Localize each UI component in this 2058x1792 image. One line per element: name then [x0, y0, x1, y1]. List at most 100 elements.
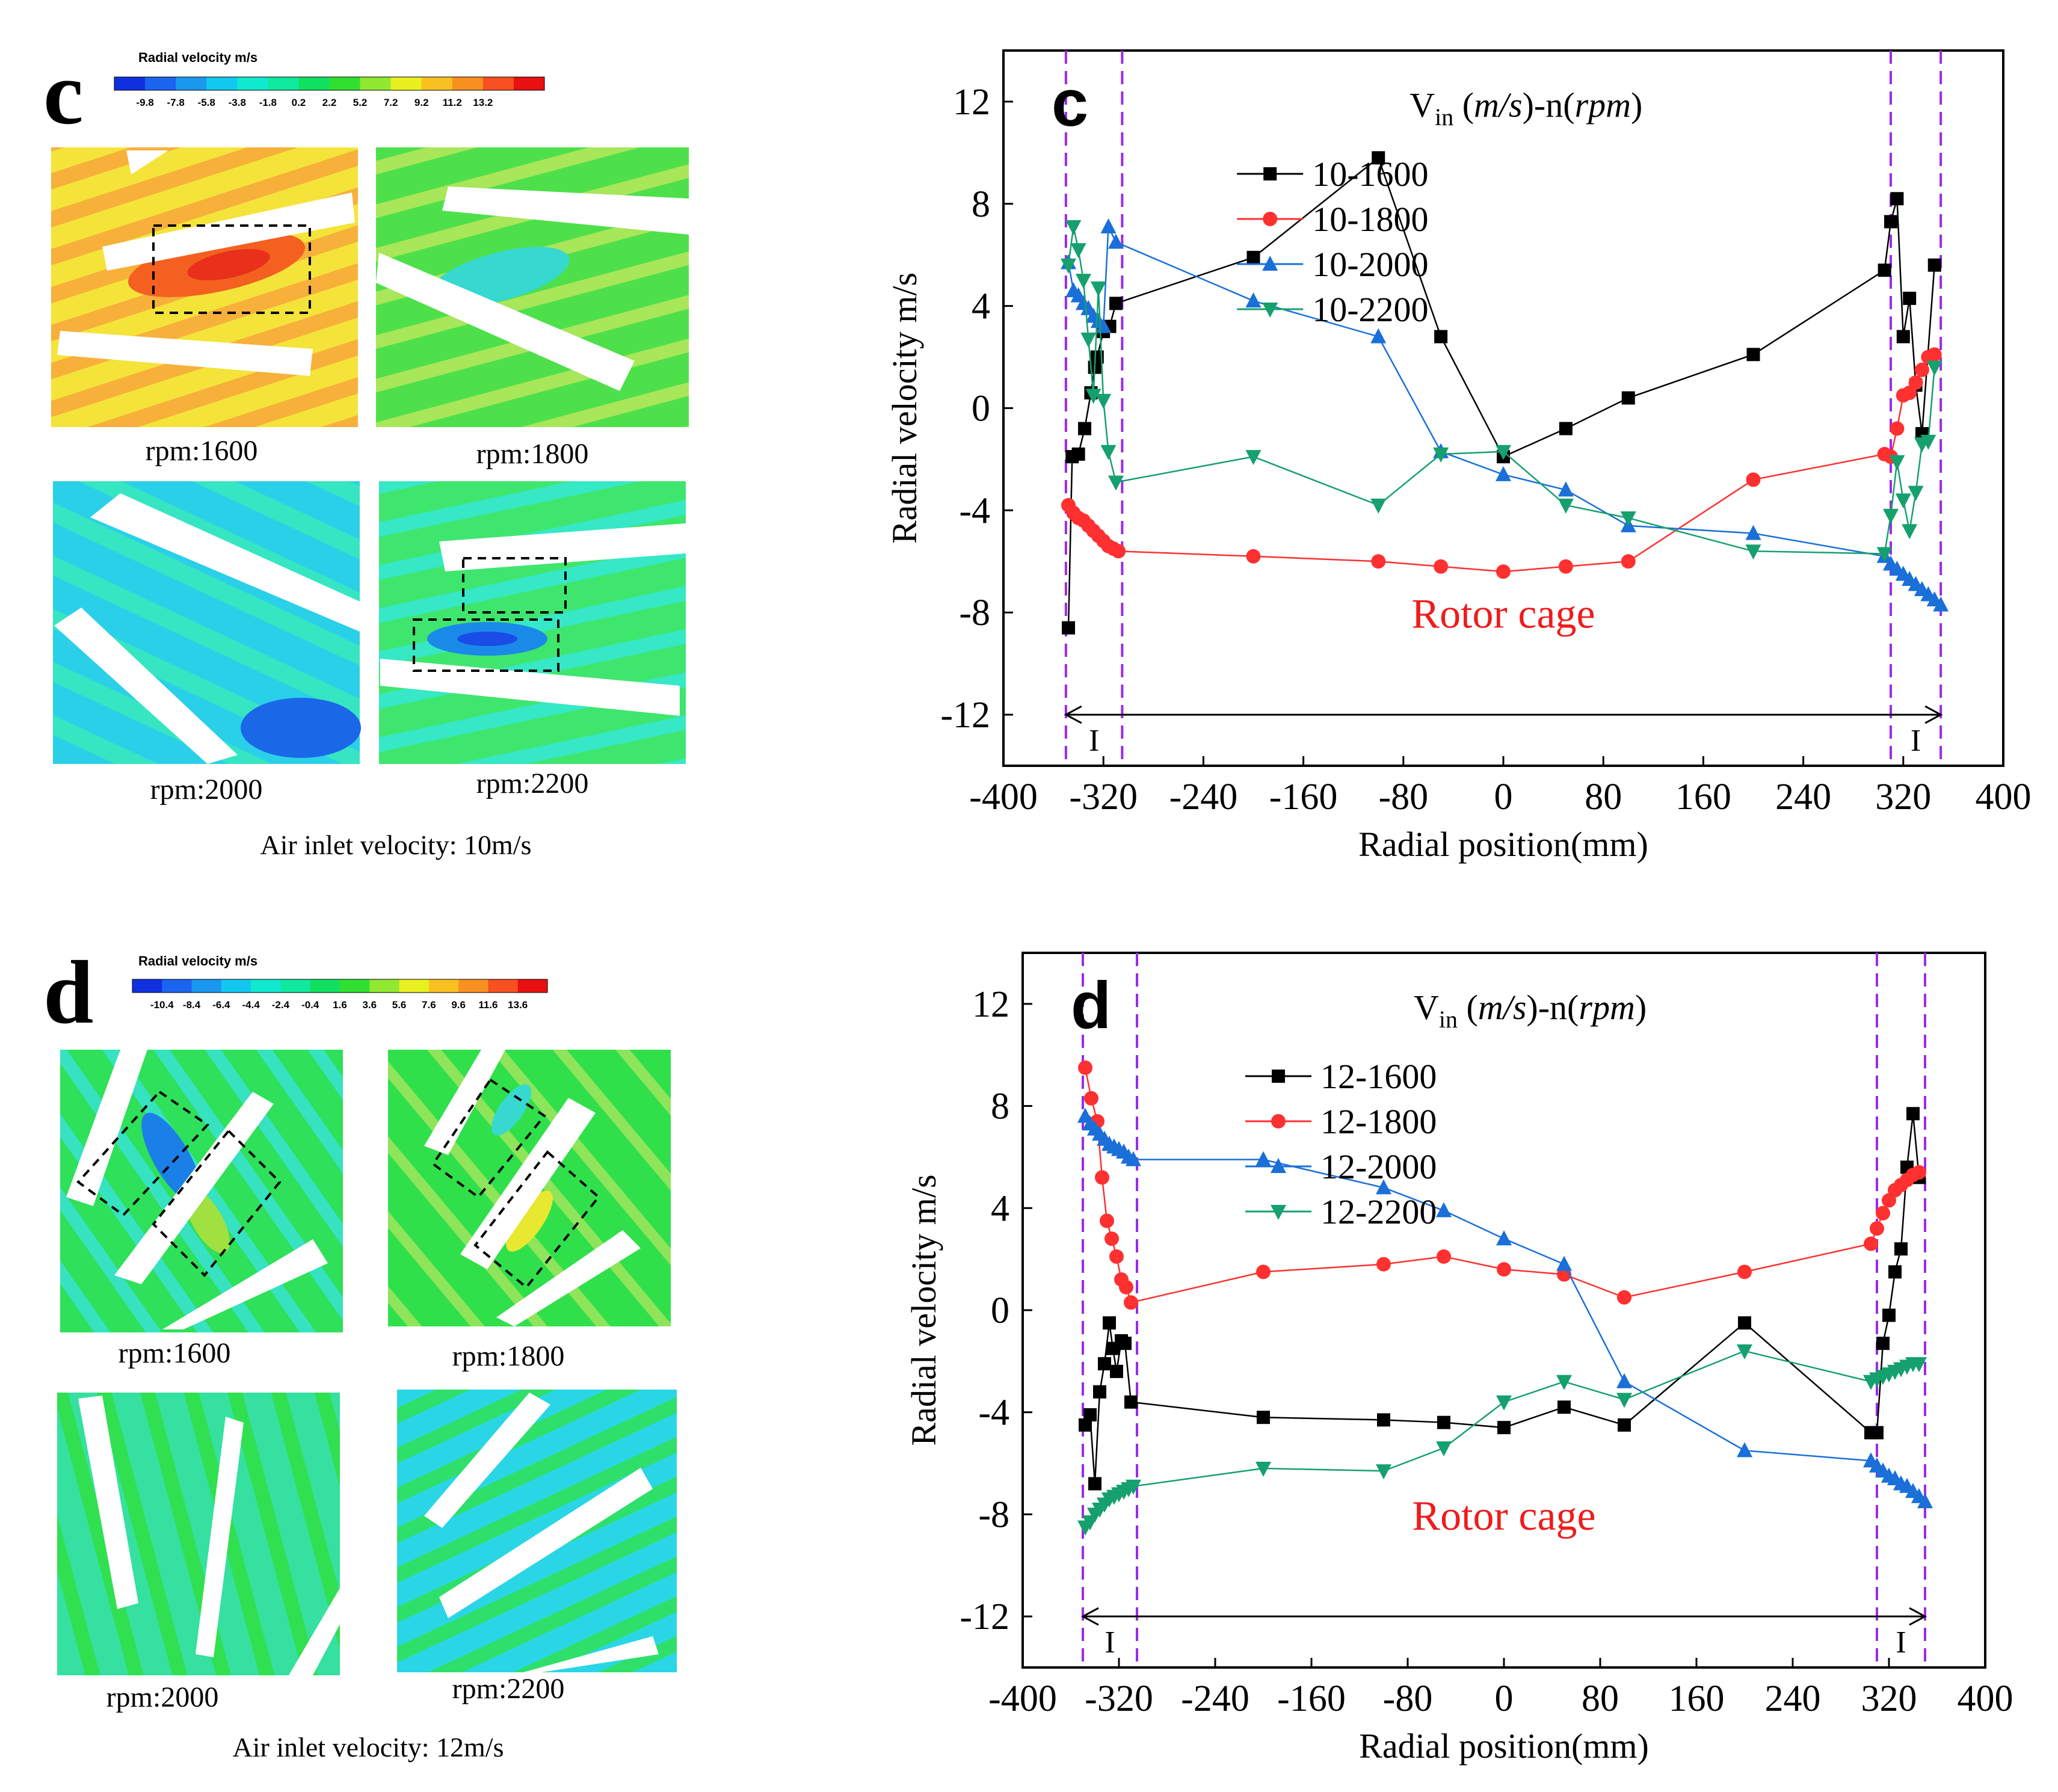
data-point-12-1600: [1088, 1477, 1101, 1491]
legend-label: 12-1600: [1320, 1057, 1437, 1096]
panel-letter-c: c: [43, 43, 84, 143]
data-point-10-2200: [1883, 508, 1899, 524]
contour-image-d-1800: [388, 1050, 671, 1326]
data-point-12-1800: [1870, 1221, 1884, 1236]
colorbar-tick-label: -1.8: [259, 97, 277, 108]
colorbar-tick-label: 11.2: [443, 97, 462, 108]
data-point-12-1600: [1377, 1413, 1390, 1427]
data-point-10-1600: [1078, 422, 1092, 436]
data-point-10-2200: [1075, 274, 1091, 289]
data-point-10-1600: [1746, 348, 1760, 362]
colorbar-c: -9.8 -7.8 -5.8 -3.8 -1.8 0.2 2.2 5.2 7.2 9.2 11.2 1…: [114, 76, 545, 108]
data-point-12-1600: [1894, 1242, 1908, 1256]
y-tick-label: -4: [978, 1393, 1009, 1433]
data-point-10-1600: [1903, 291, 1917, 305]
x-tick-label: -400: [969, 777, 1038, 817]
y-tick-label: -8: [959, 593, 990, 633]
y-tick-label: 12: [953, 82, 990, 123]
data-point-10-2200: [1108, 475, 1124, 491]
colorbar-title-c: Radial velocity m/s: [138, 50, 257, 65]
colorbar-swatch: [251, 979, 281, 993]
x-tick-label: -160: [1269, 777, 1338, 817]
contour-label-c-1600: rpm:1600: [146, 435, 258, 467]
data-point-12-1800: [1119, 1279, 1133, 1295]
data-point-12-1600: [1888, 1265, 1902, 1279]
contour-image-c-1800: [376, 147, 689, 427]
contour-label-d-1800: rpm:1800: [452, 1340, 565, 1372]
data-point-12-1600: [1110, 1364, 1123, 1378]
contour-label-d-2000: rpm:2000: [106, 1681, 219, 1713]
data-point-10-2200: [1876, 547, 1893, 562]
colorbar-swatch: [488, 979, 519, 993]
colorbar-tick-label: -3.8: [229, 97, 246, 108]
data-point-10-1600: [1109, 297, 1123, 310]
arrow-head-right: [1924, 705, 1943, 724]
data-point-10-2200: [1889, 455, 1905, 470]
data-point-10-1800: [1371, 554, 1386, 569]
colorbar-swatch: [458, 979, 488, 993]
data-point-10-1600: [1559, 422, 1573, 436]
data-point-10-2000: [1245, 292, 1262, 308]
colorbar-tick-label: 13.2: [473, 97, 493, 108]
data-point-12-1800: [1617, 1290, 1631, 1305]
contour-panel-d: d Radial velocity m/s -10.4 -8.4 -6.4 -4.4-…: [43, 943, 677, 1763]
arrow-head-right: [1909, 1607, 1927, 1626]
legend-marker: [1272, 1070, 1285, 1083]
data-point-10-2200: [1080, 332, 1097, 348]
data-point-10-2000: [1557, 481, 1574, 497]
x-axis-label: Radial position(mm): [1359, 1726, 1649, 1766]
data-point-12-1800: [1497, 1262, 1511, 1277]
plot-frame: [1002, 49, 2004, 767]
colorbar-tick-label: 9.6: [451, 999, 466, 1011]
data-point-10-1600: [1090, 350, 1104, 364]
legend-title: Vin (m/s)-n(rpm): [1414, 988, 1647, 1033]
legend-label: 10-2000: [1312, 245, 1428, 284]
data-point-12-1800: [1124, 1295, 1138, 1310]
colorbar-swatch: [340, 979, 370, 993]
contour-image-c-1600: [51, 147, 358, 427]
data-point-10-2200: [1908, 485, 1924, 501]
colorbar-swatch: [268, 77, 299, 90]
x-tick-label: -320: [1069, 777, 1138, 817]
series-line-10-2000: [1067, 226, 1941, 606]
data-point-12-2000: [1126, 1151, 1141, 1166]
x-tick-label: -320: [1085, 1678, 1153, 1719]
arrow-head-left: [1080, 1607, 1099, 1626]
legend-label: 10-1800: [1312, 200, 1428, 239]
colorbar-swatch: [482, 77, 514, 90]
data-point-12-1600: [1618, 1418, 1631, 1432]
data-point-10-2200: [1433, 447, 1449, 463]
y-tick-label: -8: [978, 1494, 1009, 1535]
colorbar-tick-label: -8.4: [183, 999, 201, 1011]
series-line-12-2000: [1084, 1115, 1926, 1503]
data-point-10-1600: [1878, 263, 1891, 277]
data-point-10-2200: [1902, 524, 1918, 540]
data-point-12-1600: [1093, 1385, 1106, 1399]
data-point-12-1800: [1876, 1205, 1890, 1221]
contour-label-c-2000: rpm:2000: [150, 774, 263, 805]
data-point-10-1800: [1914, 362, 1929, 377]
colorbar-swatch: [221, 979, 251, 993]
contour-label-c-1800: rpm:1800: [476, 438, 589, 470]
data-point-12-1600: [1882, 1308, 1896, 1322]
colorbar-tick-label: 0.2: [292, 97, 306, 108]
region-label-left: I: [1089, 724, 1099, 758]
data-point-10-2200: [1065, 220, 1082, 236]
y-tick-label: 4: [991, 1188, 1009, 1229]
colorbar-tick-label: 1.6: [333, 999, 347, 1011]
x-tick-label: 320: [1861, 1678, 1917, 1719]
data-point-12-2000: [1496, 1230, 1512, 1246]
x-tick-label: -240: [1181, 1678, 1249, 1719]
x-axis-label: Radial position(mm): [1358, 825, 1648, 864]
data-point-12-2200: [1737, 1344, 1752, 1359]
data-point-12-1600: [1098, 1357, 1111, 1371]
data-point-12-2000: [1376, 1179, 1391, 1195]
x-tick-label: 160: [1675, 777, 1731, 817]
data-point-12-2200: [1496, 1395, 1512, 1411]
data-point-12-1600: [1876, 1337, 1890, 1350]
data-point-10-1800: [1927, 347, 1942, 362]
legend-marker: [1263, 212, 1278, 226]
data-point-10-1600: [1246, 250, 1260, 264]
data-point-10-1800: [1558, 559, 1573, 574]
